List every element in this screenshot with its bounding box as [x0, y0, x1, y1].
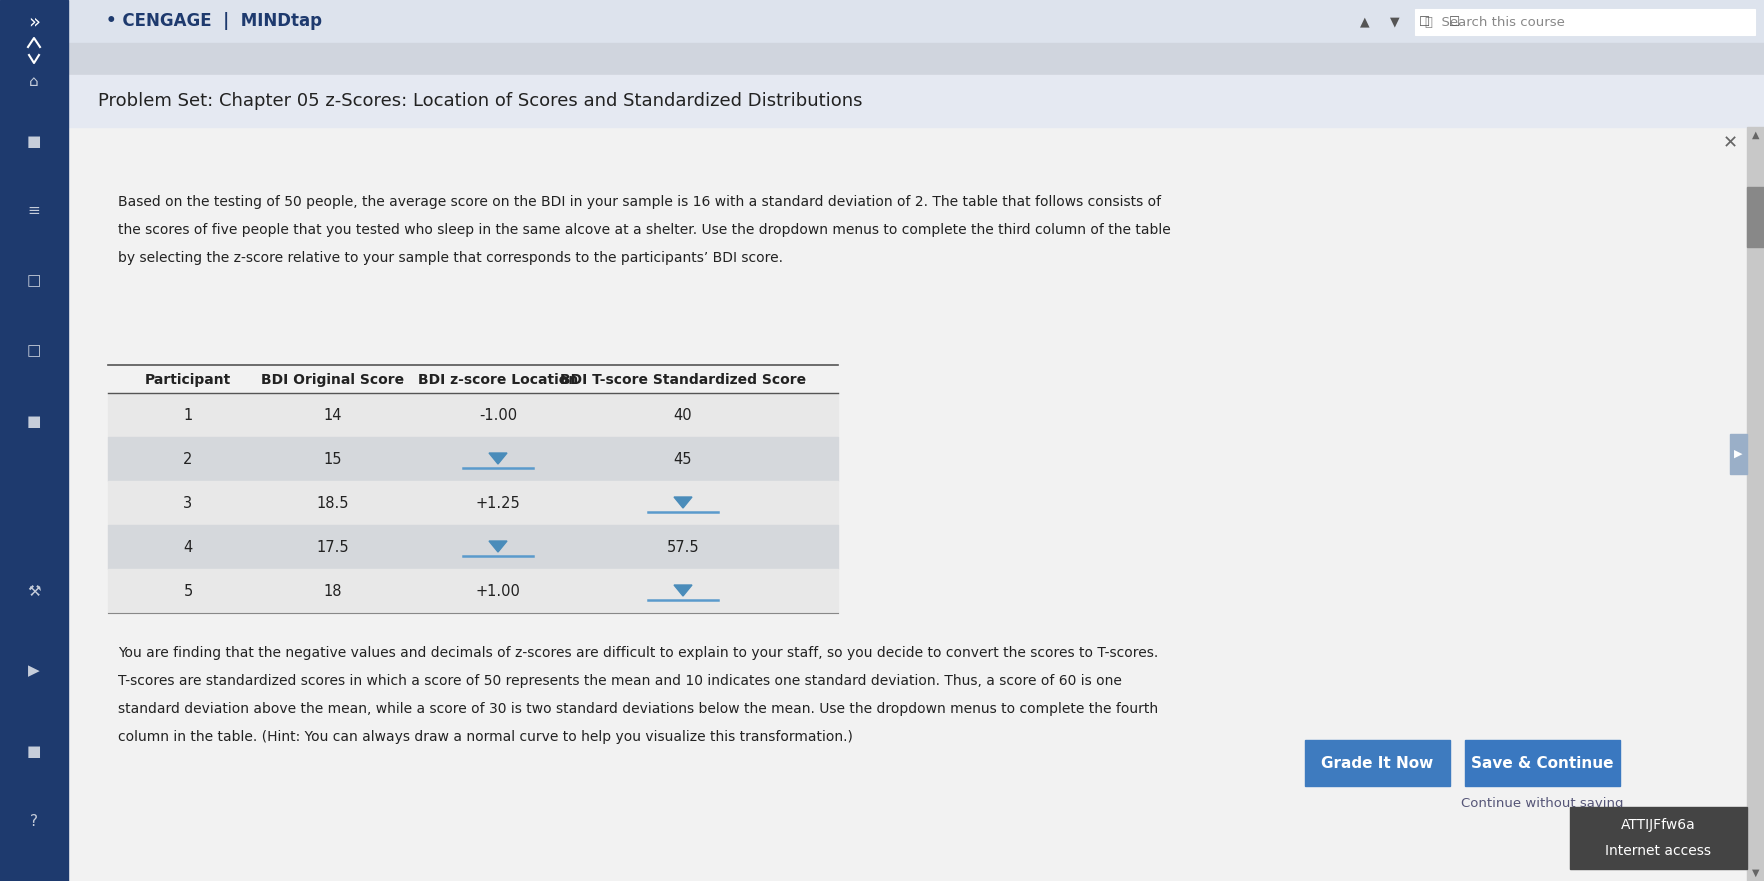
Text: 15: 15: [323, 451, 342, 467]
Text: -1.00: -1.00: [478, 408, 517, 423]
Polygon shape: [674, 497, 691, 508]
Text: Based on the testing of 50 people, the average score on the BDI in your sample i: Based on the testing of 50 people, the a…: [118, 195, 1161, 209]
Bar: [0, 0, 69, 881]
Polygon shape: [674, 585, 691, 596]
Text: You are finding that the negative values and decimals of z-scores are difficult : You are finding that the negative values…: [118, 646, 1157, 660]
Text: ≡: ≡: [28, 204, 41, 218]
Text: 40: 40: [674, 408, 691, 423]
Text: 5: 5: [183, 583, 192, 598]
Text: 18.5: 18.5: [316, 495, 349, 510]
Text: 3: 3: [183, 495, 192, 510]
Text: BDI T-score Standardized Score: BDI T-score Standardized Score: [559, 373, 806, 387]
Text: ▲: ▲: [1752, 130, 1759, 140]
Text: ■: ■: [26, 744, 41, 759]
Text: 2: 2: [183, 451, 192, 467]
Text: • CENGAGE  |  MINDtap: • CENGAGE | MINDtap: [106, 12, 321, 30]
Bar: [1570, 807, 1746, 869]
Bar: [1746, 187, 1764, 247]
Text: ✕: ✕: [1722, 134, 1736, 152]
Bar: [108, 393, 838, 437]
Text: BDI Original Score: BDI Original Score: [261, 373, 404, 387]
Bar: [108, 569, 838, 613]
Text: Save & Continue: Save & Continue: [1471, 756, 1612, 771]
Bar: [1304, 740, 1450, 786]
Text: ■: ■: [26, 413, 41, 428]
Text: ▶: ▶: [1732, 449, 1741, 459]
Text: by selecting the z-score relative to your sample that corresponds to the partici: by selecting the z-score relative to you…: [118, 251, 783, 265]
Bar: [69, 75, 1764, 127]
Text: ⚒: ⚒: [26, 583, 41, 598]
Bar: [69, 0, 1764, 42]
Text: standard deviation above the mean, while a score of 30 is two standard deviation: standard deviation above the mean, while…: [118, 702, 1157, 716]
Polygon shape: [489, 541, 506, 552]
Bar: [1746, 127, 1764, 881]
Text: ▶: ▶: [28, 663, 41, 678]
Text: the scores of five people that you tested who sleep in the same alcove at a shel: the scores of five people that you teste…: [118, 223, 1170, 237]
Bar: [1415, 9, 1753, 35]
Text: 1: 1: [183, 408, 192, 423]
Text: Grade It Now: Grade It Now: [1321, 756, 1432, 771]
Text: 🔍  Search this course: 🔍 Search this course: [1424, 16, 1565, 28]
Text: Internet access: Internet access: [1605, 844, 1711, 858]
Text: ▲: ▲: [1360, 16, 1369, 28]
Bar: [1464, 740, 1619, 786]
Bar: [108, 437, 838, 481]
Text: ?: ?: [30, 813, 39, 828]
Text: »: »: [28, 12, 41, 32]
Bar: [69, 43, 1764, 75]
Text: 17.5: 17.5: [316, 539, 349, 554]
Text: ☐: ☐: [1448, 16, 1461, 28]
Text: ⌂: ⌂: [30, 73, 39, 88]
Text: 4: 4: [183, 539, 192, 554]
Bar: [108, 525, 838, 569]
Text: ATTIJFfw6a: ATTIJFfw6a: [1619, 818, 1695, 832]
Text: +1.00: +1.00: [475, 583, 520, 598]
Bar: [1729, 434, 1746, 474]
Text: □: □: [26, 344, 41, 359]
Text: Continue without saving: Continue without saving: [1461, 797, 1623, 811]
Text: 57.5: 57.5: [667, 539, 699, 554]
Text: T-scores are standardized scores in which a score of 50 represents the mean and : T-scores are standardized scores in whic…: [118, 674, 1122, 688]
Text: 18: 18: [323, 583, 342, 598]
Text: column in the table. (Hint: You can always draw a normal curve to help you visua: column in the table. (Hint: You can alwa…: [118, 730, 852, 744]
Text: 45: 45: [674, 451, 691, 467]
Text: Problem Set: Chapter 05 z-Scores: Location of Scores and Standardized Distributi: Problem Set: Chapter 05 z-Scores: Locati…: [99, 92, 863, 110]
Text: Participant: Participant: [145, 373, 231, 387]
Text: ▼: ▼: [1752, 868, 1759, 878]
Text: ▼: ▼: [1390, 16, 1399, 28]
Text: 14: 14: [323, 408, 342, 423]
Text: □: □: [26, 273, 41, 288]
Text: BDI z-score Location: BDI z-score Location: [418, 373, 579, 387]
Text: ☐: ☐: [1418, 16, 1431, 28]
Polygon shape: [489, 453, 506, 464]
Bar: [69, 127, 1746, 881]
Text: ■: ■: [26, 134, 41, 149]
Text: +1.25: +1.25: [475, 495, 520, 510]
Bar: [108, 481, 838, 525]
